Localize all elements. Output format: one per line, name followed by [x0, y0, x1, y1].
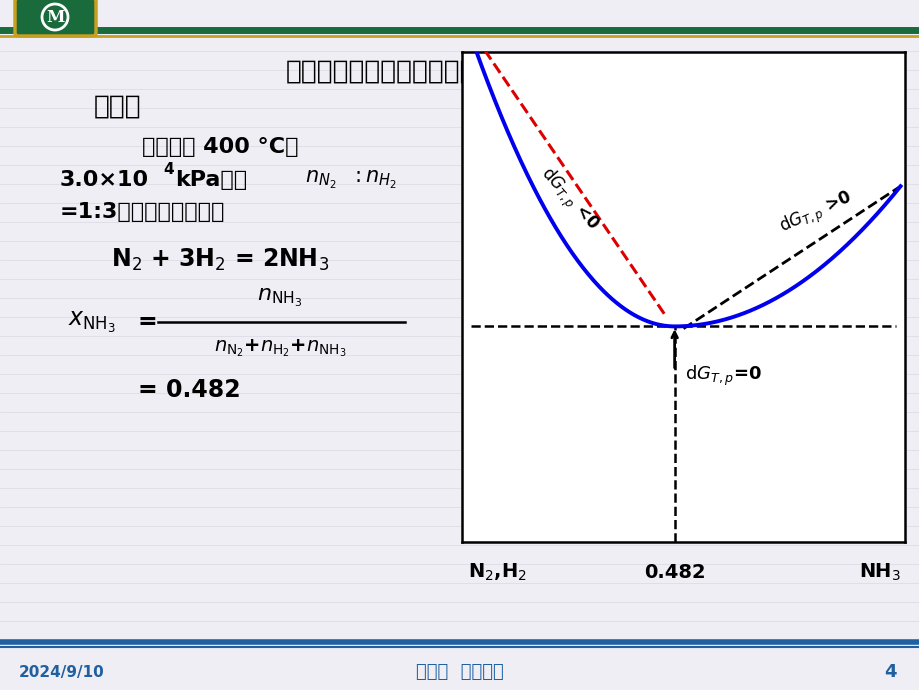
Text: $:n_{H_2}$: $:n_{H_2}$ [349, 169, 396, 191]
Text: 例如：在 400 °C、: 例如：在 400 °C、 [142, 137, 298, 157]
Text: 4: 4 [163, 163, 174, 177]
Text: M: M [46, 8, 64, 26]
Text: $x_{\mathrm{NH_3}}$: $x_{\mathrm{NH_3}}$ [68, 309, 116, 335]
Text: 4: 4 [883, 663, 895, 681]
Text: 第四章  化学平衡: 第四章 化学平衡 [415, 663, 504, 681]
Text: $n_{\mathrm{N_2}}$+$n_{\mathrm{H_2}}$+$n_{\mathrm{NH_3}}$: $n_{\mathrm{N_2}}$+$n_{\mathrm{H_2}}$+$n… [213, 337, 346, 359]
Text: $\mathrm{d}G_{T,p}$=0: $\mathrm{d}G_{T,p}$=0 [685, 364, 761, 388]
Text: $\mathrm{d}G_{T,p}$ >0: $\mathrm{d}G_{T,p}$ >0 [776, 187, 856, 240]
Text: 3.0×10: 3.0×10 [60, 170, 149, 190]
Text: N$_2$,H$_2$: N$_2$,H$_2$ [467, 562, 526, 582]
Text: 一定温度、压力和配比下，化学反应总是有确定的: 一定温度、压力和配比下，化学反应总是有确定的 [285, 59, 634, 85]
Text: 2024/9/10: 2024/9/10 [19, 664, 105, 680]
Text: =: = [138, 310, 157, 334]
Text: kPa下，: kPa下， [175, 170, 247, 190]
Text: $n_{N_2}$: $n_{N_2}$ [305, 169, 336, 191]
Text: 0.482: 0.482 [643, 562, 705, 582]
Text: $n_{\mathrm{NH_3}}$: $n_{\mathrm{NH_3}}$ [257, 287, 302, 309]
Text: NH$_3$: NH$_3$ [858, 562, 900, 582]
Text: = 0.482: = 0.482 [138, 378, 241, 402]
FancyBboxPatch shape [15, 0, 96, 36]
Text: N$_2$ + 3H$_2$ = 2NH$_3$: N$_2$ + 3H$_2$ = 2NH$_3$ [111, 247, 329, 273]
Text: 方向。: 方向。 [94, 94, 142, 120]
Text: $\mathrm{d}G_{T,p}$ <0: $\mathrm{d}G_{T,p}$ <0 [533, 162, 602, 236]
Text: =1:3时，合成氨反应：: =1:3时，合成氨反应： [60, 202, 225, 222]
